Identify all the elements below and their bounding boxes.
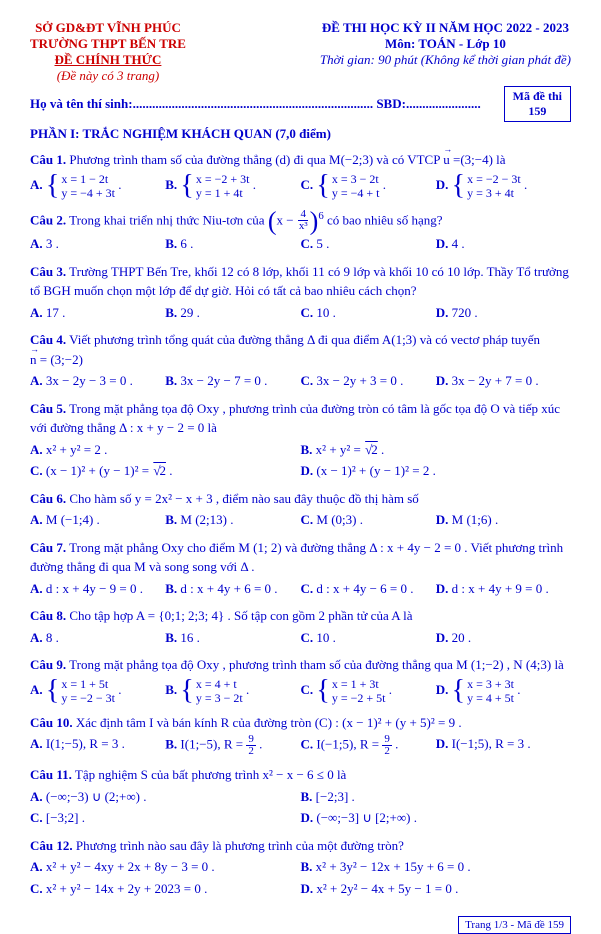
q3-label: Câu 3. xyxy=(30,264,66,279)
q12-label: Câu 12. xyxy=(30,838,73,853)
q2-options: A. 3 . B. 6 . C. 5 . D. 4 . xyxy=(30,234,571,254)
sbd-label: SBD: xyxy=(376,96,406,111)
name-line: Họ và tên thí sinh:.....................… xyxy=(30,96,571,112)
org3: ĐỀ CHÍNH THỨC xyxy=(30,52,186,68)
q10-text: Xác định tâm I và bán kính R của đường t… xyxy=(76,715,462,730)
q1-D: D. {x = −2 − 3ty = 3 + 4t . xyxy=(436,172,571,200)
duration: Thời gian: 90 phút (Không kể thời gian p… xyxy=(320,52,571,68)
q1: Câu 1. Phương trình tham số của đường th… xyxy=(30,150,571,200)
q9-text: Trong mặt phẳng tọa độ Oxy , phương trìn… xyxy=(69,657,564,672)
org1: SỞ GD&ĐT VĨNH PHÚC xyxy=(30,20,186,36)
q11-label: Câu 11. xyxy=(30,767,72,782)
q5-text: Trong mặt phẳng tọa độ Oxy , phương trìn… xyxy=(30,401,560,436)
sbd-dots: ....................... xyxy=(406,96,481,111)
q6-text: Cho hàm số y = 2x² − x + 3 , điểm nào sa… xyxy=(69,491,418,506)
q4-options: A. 3x − 2y − 3 = 0 . B. 3x − 2y − 7 = 0 … xyxy=(30,371,571,391)
q4: Câu 4. Viết phương trình tổng quát của đ… xyxy=(30,330,571,391)
q4-vec: n xyxy=(30,352,37,367)
q2-D: D. 4 . xyxy=(436,234,571,254)
org2: TRƯỜNG THPT BẾN TRE xyxy=(30,36,186,52)
q3: Câu 3. Trường THPT Bến Tre, khối 12 có 8… xyxy=(30,262,571,323)
section-title: PHẦN I: TRẮC NGHIỆM KHÁCH QUAN (7,0 điểm… xyxy=(30,126,571,142)
code-label: Mã đề thi xyxy=(513,89,562,104)
q2-label: Câu 2. xyxy=(30,212,66,227)
q1-vec: u xyxy=(443,152,450,167)
q7-label: Câu 7. xyxy=(30,540,66,555)
exam-code-box: Mã đề thi 159 xyxy=(504,86,571,122)
name-label: Họ và tên thí sinh: xyxy=(30,96,133,111)
q10: Câu 10. Xác định tâm I và bán kính R của… xyxy=(30,713,571,758)
header-row: SỞ GD&ĐT VĨNH PHÚC TRƯỜNG THPT BẾN TRE Đ… xyxy=(30,20,571,84)
org4: (Đề này có 3 trang) xyxy=(30,68,186,84)
code-value: 159 xyxy=(513,104,562,119)
q1-text: Phương trình tham số của đường thẳng (d)… xyxy=(69,152,443,167)
q1-text2: =(3;−4) là xyxy=(453,152,506,167)
q4-text: Viết phương trình tổng quát của đường th… xyxy=(69,332,540,347)
q2: Câu 2. Trong khai triển nhị thức Niu-tơn… xyxy=(30,208,571,254)
q5: Câu 5. Trong mặt phẳng tọa độ Oxy , phươ… xyxy=(30,399,571,481)
q5-options-1: A. x² + y² = 2 . B. x² + y² = 2 . xyxy=(30,440,571,460)
q1-A: A. {x = 1 − 2ty = −4 + 3t . xyxy=(30,172,165,200)
q5-label: Câu 5. xyxy=(30,401,66,416)
q12: Câu 12. Phương trình nào sau đây là phươ… xyxy=(30,836,571,899)
exam-title: ĐỀ THI HỌC KỲ II NĂM HỌC 2022 - 2023 xyxy=(320,20,571,36)
q11-text: Tập nghiệm S của bất phương trình x² − x… xyxy=(75,767,346,782)
q2-B: B. 6 . xyxy=(165,234,300,254)
q10-label: Câu 10. xyxy=(30,715,73,730)
q5-options-2: C. (x − 1)² + (y − 1)² = 2 . D. (x − 1)²… xyxy=(30,461,571,481)
q2-A: A. 3 . xyxy=(30,234,165,254)
q9-label: Câu 9. xyxy=(30,657,66,672)
q1-B: B. {x = −2 + 3ty = 1 + 4t . xyxy=(165,172,300,200)
q6-label: Câu 6. xyxy=(30,491,66,506)
q12-text: Phương trình nào sau đây là phương trình… xyxy=(76,838,404,853)
q8: Câu 8. Cho tập hợp A = {0;1; 2;3; 4} . S… xyxy=(30,606,571,647)
q2-C: C. 5 . xyxy=(301,234,436,254)
q4-text2: = (3;−2) xyxy=(40,352,83,367)
q2-text: Trong khai triển nhị thức Niu-tơn của xyxy=(69,212,268,227)
q1-label: Câu 1. xyxy=(30,152,66,167)
page-footer: Trang 1/3 - Mã đề 159 xyxy=(458,916,571,934)
name-dots: ........................................… xyxy=(133,96,374,111)
q8-label: Câu 8. xyxy=(30,608,66,623)
q1-options: A. {x = 1 − 2ty = −4 + 3t . B. {x = −2 +… xyxy=(30,172,571,200)
q2-text2: có bao nhiêu số hạng? xyxy=(327,212,443,227)
header-left: SỞ GD&ĐT VĨNH PHÚC TRƯỜNG THPT BẾN TRE Đ… xyxy=(30,20,186,84)
q11: Câu 11. Tập nghiệm S của bất phương trìn… xyxy=(30,765,571,828)
q7-text: Trong mặt phẳng Oxy cho điểm M (1; 2) và… xyxy=(30,540,563,575)
q9: Câu 9. Trong mặt phẳng tọa độ Oxy , phươ… xyxy=(30,655,571,705)
q8-text: Cho tập hợp A = {0;1; 2;3; 4} . Số tập c… xyxy=(69,608,412,623)
q3-text: Trường THPT Bến Tre, khối 12 có 8 lớp, k… xyxy=(30,264,569,299)
q6: Câu 6. Cho hàm số y = 2x² − x + 3 , điểm… xyxy=(30,489,571,530)
q3-options: A. 17 . B. 29 . C. 10 . D. 720 . xyxy=(30,303,571,323)
q7: Câu 7. Trong mặt phẳng Oxy cho điểm M (1… xyxy=(30,538,571,599)
subject: Môn: TOÁN - Lớp 10 xyxy=(320,36,571,52)
q1-C: C. {x = 3 − 2ty = −4 + t . xyxy=(301,172,436,200)
header-right: ĐỀ THI HỌC KỲ II NĂM HỌC 2022 - 2023 Môn… xyxy=(320,20,571,84)
